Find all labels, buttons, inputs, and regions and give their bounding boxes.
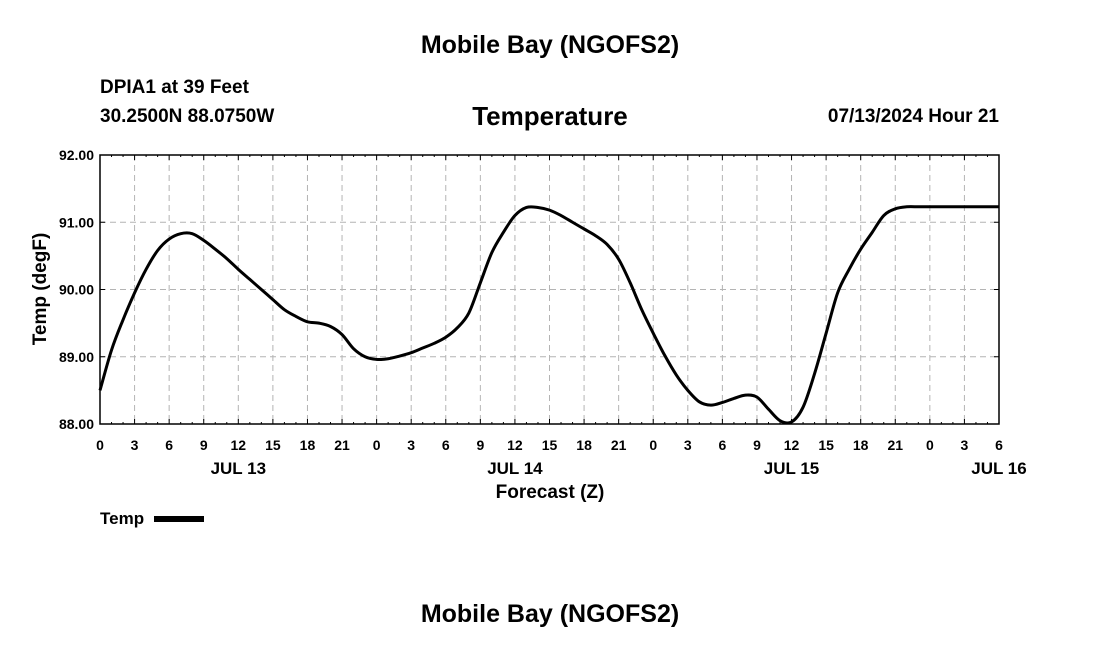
x-tick-label: 3 [684, 437, 692, 453]
y-tick-label: 88.00 [59, 416, 94, 432]
x-tick-label: 18 [300, 437, 316, 453]
plot-frame [99, 154, 1000, 425]
x-tick-label: 15 [542, 437, 558, 453]
x-tick-label: 0 [649, 437, 657, 453]
x-tick-label: 9 [200, 437, 208, 453]
x-tick-label: 3 [131, 437, 139, 453]
date-label: JUL 16 [971, 459, 1026, 478]
legend: Temp [100, 509, 205, 529]
x-tick-label: 18 [576, 437, 592, 453]
x-tick-label: 0 [96, 437, 104, 453]
chart-title: Temperature [472, 101, 628, 131]
x-tick-label: 21 [334, 437, 350, 453]
x-tick-label: 0 [926, 437, 934, 453]
x-tick-label: 3 [407, 437, 415, 453]
x-tick-label: 0 [373, 437, 381, 453]
x-tick-label: 6 [995, 437, 1003, 453]
x-tick-label: 18 [853, 437, 869, 453]
station-coordinates: 30.2500N 88.0750W [100, 106, 275, 127]
x-tick-label: 21 [611, 437, 627, 453]
y-tick-label: 90.00 [59, 282, 94, 298]
date-label: JUL 13 [211, 459, 266, 478]
date-label: JUL 14 [487, 459, 543, 478]
x-tick-label: 15 [265, 437, 281, 453]
x-axis-label: Forecast (Z) [495, 482, 605, 503]
forecast-run-time: 07/13/2024 Hour 21 [827, 106, 999, 127]
x-tick-label: 12 [507, 437, 523, 453]
x-tick-label: 21 [887, 437, 903, 453]
x-tick-label: 6 [165, 437, 173, 453]
x-tick-label: 6 [718, 437, 726, 453]
x-tick-label: 3 [961, 437, 969, 453]
date-label: JUL 15 [764, 459, 819, 478]
y-tick-label: 92.00 [59, 147, 94, 163]
y-tick-label: 91.00 [59, 214, 94, 230]
temp-series-line [98, 205, 999, 425]
x-tick-label: 6 [442, 437, 450, 453]
footer-title: Mobile Bay (NGOFS2) [420, 600, 680, 628]
page-title: Mobile Bay (NGOFS2) [420, 31, 680, 59]
x-tick-label: 12 [231, 437, 247, 453]
station-label: DPIA1 at 39 Feet [100, 77, 249, 98]
x-tick-label: 9 [476, 437, 484, 453]
y-axis-label: Temp (degF) [30, 232, 51, 346]
x-tick-label: 9 [753, 437, 761, 453]
y-tick-label: 89.00 [59, 349, 94, 365]
x-tick-label: 15 [818, 437, 834, 453]
legend-line-swatch [154, 516, 205, 522]
legend-label: Temp [100, 509, 145, 528]
x-tick-label: 12 [784, 437, 800, 453]
